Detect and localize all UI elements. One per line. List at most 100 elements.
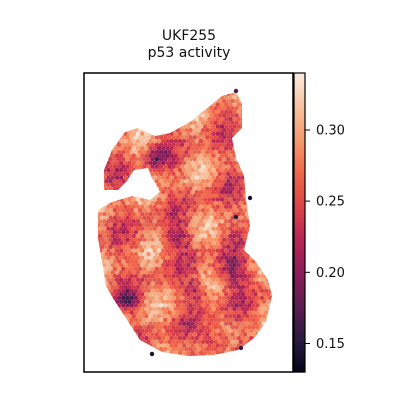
spot [230, 266, 235, 272]
spot [215, 189, 221, 195]
spot [192, 208, 197, 213]
spot [186, 168, 191, 173]
spot [154, 273, 160, 279]
spot [125, 142, 130, 148]
spot [217, 288, 223, 294]
spot [139, 219, 145, 224]
spot [221, 142, 227, 148]
spot [154, 171, 160, 177]
spot [135, 314, 141, 319]
spot [232, 189, 237, 195]
spot [236, 197, 242, 202]
spot [112, 149, 118, 155]
spot [156, 262, 162, 268]
spot [238, 325, 244, 330]
spot [133, 303, 139, 308]
spot [173, 153, 179, 158]
spot [181, 350, 187, 356]
spot [106, 211, 111, 217]
spot [192, 171, 197, 177]
spot [125, 200, 130, 206]
spot [144, 306, 149, 312]
spot [251, 281, 256, 286]
spot [234, 230, 239, 235]
spot [219, 182, 225, 188]
spot [202, 321, 208, 326]
spot [163, 230, 168, 235]
spot [211, 116, 216, 122]
spot [167, 186, 172, 191]
spot [179, 266, 185, 272]
spot [196, 120, 202, 126]
spot [226, 303, 231, 308]
spot [198, 248, 204, 253]
spot [186, 292, 191, 297]
spot [226, 339, 231, 345]
spot [173, 270, 179, 275]
spot [171, 295, 176, 301]
spot [230, 164, 235, 169]
spot [169, 204, 174, 210]
spot [137, 237, 143, 242]
spot [211, 306, 216, 312]
spot [207, 335, 212, 341]
spot [177, 262, 183, 268]
spot [240, 284, 246, 290]
spot [156, 314, 162, 319]
spot [123, 226, 128, 231]
colorbar-segment [294, 320, 305, 323]
spot [221, 135, 227, 140]
spot [179, 259, 185, 264]
spot [129, 288, 134, 294]
spot [171, 157, 176, 162]
spot [125, 295, 130, 301]
spot [209, 295, 214, 301]
spot [211, 343, 216, 348]
spot [169, 168, 174, 173]
spot [249, 292, 254, 297]
spot [169, 343, 174, 348]
spot [144, 270, 149, 275]
spot [160, 204, 166, 210]
spot [240, 241, 246, 246]
spot [116, 157, 122, 162]
spot [154, 135, 160, 140]
spot [207, 138, 212, 144]
spot [196, 230, 202, 235]
spot [112, 244, 118, 250]
spot [223, 292, 229, 297]
spot [211, 124, 216, 129]
spot [186, 233, 191, 239]
spot [244, 226, 250, 231]
spot [188, 157, 193, 162]
spot [137, 259, 143, 264]
spot [123, 211, 128, 217]
spot [184, 171, 189, 177]
spot [116, 281, 122, 286]
spot [226, 259, 231, 264]
spot [221, 98, 227, 104]
spot [154, 200, 160, 206]
spot [173, 306, 179, 312]
spot [184, 310, 189, 315]
spot [209, 171, 214, 177]
spot [194, 292, 200, 297]
colorbar-segment [294, 78, 305, 82]
spot [205, 346, 210, 352]
spot [215, 168, 221, 173]
spot [213, 317, 218, 323]
spot [181, 262, 187, 268]
spot [196, 215, 202, 221]
colorbar-segment [294, 276, 305, 279]
spot [175, 259, 181, 264]
spot [179, 179, 185, 184]
spot [167, 237, 172, 242]
colorbar-segment [294, 242, 305, 246]
spot [116, 171, 122, 177]
colorbar-segment [294, 130, 305, 134]
spot [217, 252, 223, 257]
spot [156, 343, 162, 348]
spot [200, 346, 206, 352]
spot [118, 211, 124, 217]
spot [200, 113, 206, 118]
